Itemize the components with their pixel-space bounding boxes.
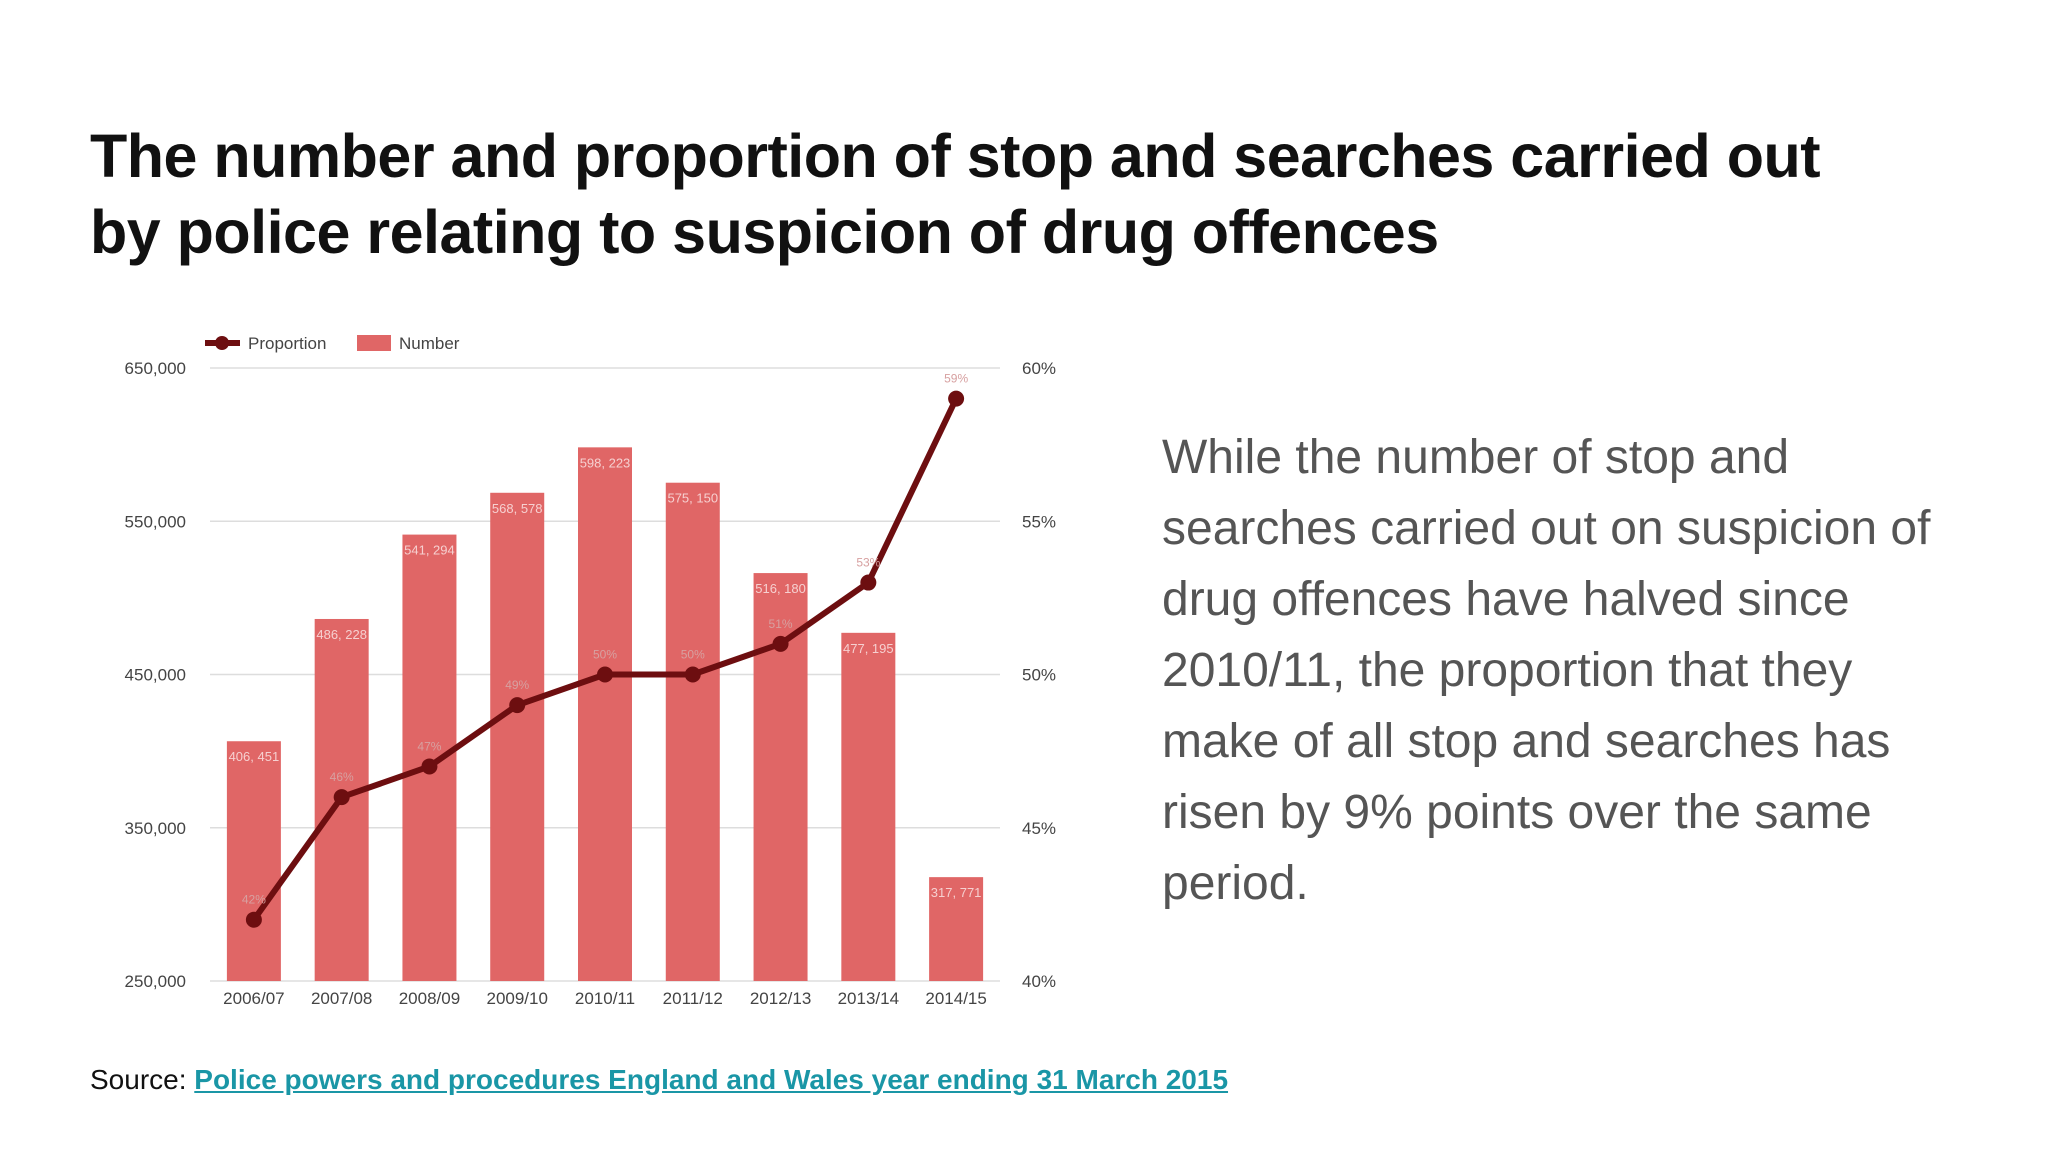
combo-chart: 250,000 40% 350,000 45% 450,000 50% 550,000 55%…	[125, 334, 1056, 1008]
proportion-point	[421, 758, 438, 775]
bar-2013-14	[841, 632, 896, 981]
bar-value-label: 317, 771	[931, 885, 982, 900]
proportion-value-label: 47%	[417, 739, 441, 753]
y-right-tick-label: 55%	[1022, 512, 1056, 531]
bar-value-label: 516, 180	[755, 581, 806, 596]
y-left-tick-label: 550,000	[125, 512, 186, 531]
legend-label-proportion: Proportion	[248, 334, 326, 353]
x-tick-label: 2007/08	[311, 989, 372, 1008]
proportion-point	[684, 666, 701, 683]
source-note: Source: Police powers and procedures Eng…	[90, 1064, 1228, 1096]
bar-value-label: 568, 578	[492, 501, 543, 516]
proportion-point	[333, 789, 350, 806]
bar-2011-12	[665, 482, 720, 981]
legend-line-marker	[215, 336, 229, 350]
y-left-tick-label: 250,000	[125, 972, 186, 991]
x-tick-label: 2009/10	[486, 989, 547, 1008]
proportion-point	[245, 911, 262, 928]
source-label: Source:	[90, 1064, 187, 1095]
title-line-2: by police relating to suspicion of drug …	[90, 198, 1439, 266]
proportion-point	[597, 666, 613, 683]
x-tick-label: 2011/12	[663, 989, 723, 1008]
bar-2009-10	[490, 492, 545, 981]
chart-container: 250,000 40% 350,000 45% 450,000 50% 550,000 55%…	[100, 318, 1100, 1018]
proportion-value-label: 42%	[242, 893, 266, 907]
proportion-point	[860, 574, 877, 591]
x-tick-label: 2012/13	[750, 989, 811, 1008]
summary-line-2: searches carried out on suspicion of	[1162, 502, 1931, 555]
bar-2014-15	[929, 877, 984, 981]
proportion-point	[772, 635, 789, 652]
x-tick-label: 2008/09	[399, 989, 460, 1008]
bar-value-label: 406, 451	[229, 749, 280, 764]
bar-value-label: 598, 223	[580, 455, 631, 470]
summary-line-7: period.	[1162, 857, 1309, 910]
proportion-value-label: 46%	[330, 770, 354, 784]
bar-2008-09	[402, 534, 457, 981]
summary-line-1: While the number of stop and	[1162, 431, 1790, 484]
x-tick-label: 2006/07	[223, 989, 284, 1008]
proportion-value-label: 53%	[856, 556, 880, 570]
bar-2010-11	[578, 447, 632, 981]
summary-line-6: risen by 9% points over the same	[1162, 786, 1872, 839]
proportion-value-label: 50%	[593, 648, 617, 662]
legend-label-number: Number	[399, 334, 460, 353]
bar-value-label: 486, 228	[316, 627, 367, 642]
proportion-value-label: 51%	[769, 617, 793, 631]
summary-line-3: drug offences have halved since	[1162, 573, 1850, 626]
bar-2006-07	[226, 741, 281, 981]
x-tick-label: 2010/11	[575, 989, 635, 1008]
y-left-tick-label: 650,000	[125, 359, 186, 378]
page-title: The number and proportion of stop and se…	[90, 118, 1990, 270]
proportion-point	[509, 697, 526, 714]
summary-line-5: make of all stop and searches has	[1162, 715, 1891, 768]
y-right-tick-label: 45%	[1022, 819, 1056, 838]
bar-value-label: 575, 150	[667, 491, 718, 506]
bar-value-label: 541, 294	[404, 543, 455, 558]
proportion-value-label: 59%	[944, 372, 968, 386]
y-left-tick-label: 350,000	[125, 819, 186, 838]
y-left-tick-label: 450,000	[125, 666, 186, 685]
y-right-tick-label: 60%	[1022, 359, 1056, 378]
proportion-value-label: 50%	[681, 648, 705, 662]
x-tick-label: 2013/14	[838, 989, 899, 1008]
x-tick-label: 2014/15	[925, 989, 986, 1008]
bar-value-label: 477, 195	[843, 641, 894, 656]
y-right-tick-label: 50%	[1022, 666, 1056, 685]
summary-line-4: 2010/11, the proportion that they	[1162, 644, 1853, 697]
legend-bar-swatch	[357, 335, 391, 351]
summary-text: While the number of stop and searches ca…	[1162, 422, 2012, 919]
proportion-value-label: 49%	[505, 678, 529, 692]
title-line-1: The number and proportion of stop and se…	[90, 122, 1821, 190]
source-link[interactable]: Police powers and procedures England and…	[194, 1064, 1229, 1095]
proportion-point	[948, 390, 965, 407]
y-right-tick-label: 40%	[1022, 972, 1056, 991]
